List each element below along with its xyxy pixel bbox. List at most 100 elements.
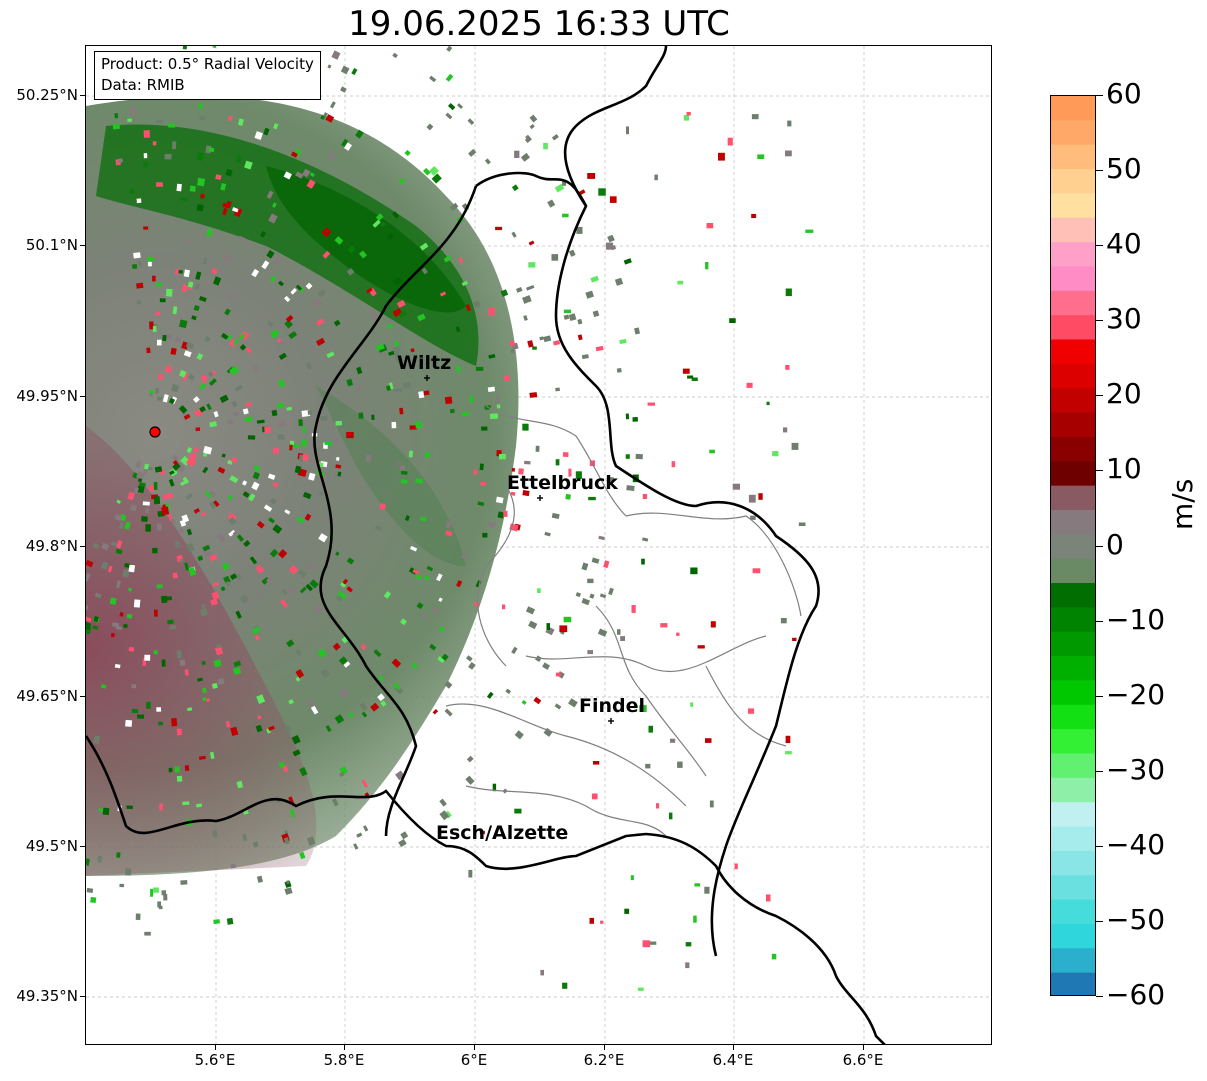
echo-pixel [382, 490, 389, 496]
national-borders [86, 46, 886, 1044]
echo-pixel [320, 415, 328, 421]
echo-pixel [126, 805, 133, 810]
echo-pixel [285, 314, 294, 323]
echo-pixel [642, 364, 647, 371]
echo-pixel [317, 288, 327, 298]
echo-pixel [495, 496, 504, 504]
echo-pixel [284, 319, 293, 329]
colorbar-segment [1051, 631, 1095, 657]
colorbar-segment [1051, 436, 1095, 462]
echo-pixel [685, 962, 690, 969]
echo-pixel [336, 457, 340, 461]
echo-pixel [184, 562, 190, 571]
echo-pixel [438, 597, 443, 602]
echo-pixel [444, 396, 453, 405]
echo-pixel [607, 234, 615, 243]
echo-pixel [143, 153, 148, 159]
echo-pixel [600, 920, 604, 924]
echo-pixel [535, 445, 540, 452]
city-label-findel: Findel [579, 695, 645, 717]
echo-pixel [269, 497, 277, 505]
echo-pixel [232, 530, 239, 537]
echo-pixel [86, 626, 92, 635]
echo-pixel [170, 347, 177, 356]
echo-pixel [284, 724, 292, 733]
echo-pixel [138, 482, 146, 487]
echo-pixel [729, 318, 736, 323]
colorbar-segment [1051, 923, 1095, 949]
echo-pixel [351, 67, 358, 76]
echo-pixel [624, 908, 630, 914]
echo-pixel [178, 527, 184, 534]
echo-pixel [176, 650, 183, 659]
echo-pixel [780, 618, 787, 624]
echo-pixel [135, 460, 142, 469]
echo-pixel [461, 552, 468, 559]
echo-pixel [124, 521, 131, 530]
echo-pixel [334, 236, 344, 245]
echo-pixel [563, 616, 572, 623]
echo-pixel [202, 544, 211, 552]
echo-pixel [331, 50, 341, 60]
echo-pixel [155, 311, 161, 316]
echo-pixel [193, 305, 200, 312]
echo-pixel [522, 295, 532, 304]
echo-pixel [125, 719, 133, 727]
echo-pixel [465, 304, 471, 312]
colorbar [1050, 95, 1096, 996]
echo-pixel [183, 269, 190, 278]
echo-pixel [422, 390, 430, 396]
echo-pixel [309, 346, 315, 352]
echo-pixel [327, 64, 332, 69]
echo-pixel [288, 330, 298, 340]
echo-pixel [551, 133, 559, 141]
echo-pixel [182, 373, 189, 382]
echo-pixel [465, 775, 475, 785]
echo-pixel [86, 604, 89, 611]
echo-pixel [373, 649, 382, 658]
echo-pixel [616, 368, 622, 373]
echo-pixel [710, 621, 716, 628]
echo-pixel [482, 532, 488, 538]
echo-pixel [581, 598, 591, 606]
echo-pixel [289, 443, 293, 451]
echo-pixel [156, 182, 163, 187]
echo-pixel [199, 296, 207, 302]
echo-pixel [431, 607, 440, 615]
echo-pixel [215, 174, 222, 180]
echo-pixel [231, 400, 238, 408]
echo-pixel [295, 648, 303, 657]
echo-pixel [411, 662, 419, 670]
echo-pixel [377, 693, 385, 702]
echo-pixel [341, 427, 348, 432]
product-label: Product: 0.5° Radial Velocity [101, 55, 314, 73]
echo-pixel [217, 466, 226, 474]
echo-pixel [514, 730, 524, 740]
echo-pixel [433, 102, 439, 107]
lat-tick-mark [80, 696, 85, 697]
echo-pixel [516, 287, 523, 293]
echo-pixel [492, 783, 497, 792]
echo-pixel [554, 649, 564, 659]
echo-pixel [588, 496, 596, 501]
echo-pixel [161, 659, 166, 667]
colorbar-tick-label: 30 [1106, 302, 1142, 336]
echo-pixel [305, 362, 313, 370]
radar-map[interactable]: Wiltz Ettelbruck Findel Esch/Alzette [85, 45, 992, 1045]
echo-pixel [146, 701, 151, 709]
echo-pixel [96, 593, 102, 599]
echo-pixel [268, 213, 278, 224]
echo-pixel [626, 485, 635, 491]
echo-pixel [119, 883, 125, 888]
echo-pixel [202, 466, 209, 474]
echo-pixel [439, 810, 450, 821]
echo-pixel [392, 308, 403, 318]
echo-pixel [116, 540, 123, 549]
echo-pixel [112, 123, 121, 130]
echo-pixel [467, 118, 475, 126]
echo-pixel [256, 520, 265, 529]
echo-pixel [524, 460, 531, 465]
echo-pixel [554, 183, 565, 193]
echo-pixel [181, 284, 188, 293]
lon-tick-label: 6.2°E [583, 1051, 625, 1069]
